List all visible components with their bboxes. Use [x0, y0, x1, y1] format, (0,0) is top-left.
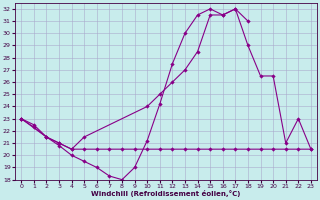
- X-axis label: Windchill (Refroidissement éolien,°C): Windchill (Refroidissement éolien,°C): [92, 190, 241, 197]
